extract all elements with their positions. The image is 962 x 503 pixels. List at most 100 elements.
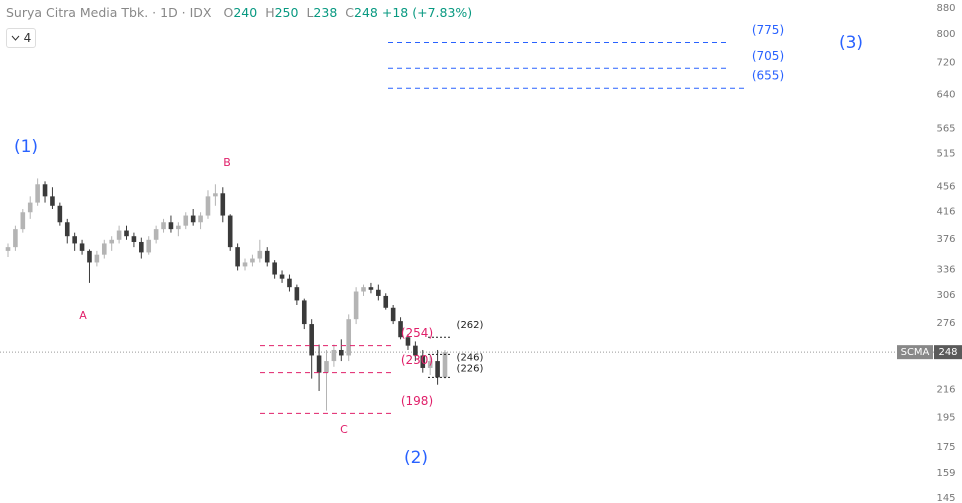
candle-body (353, 291, 359, 320)
candle-body (376, 289, 381, 296)
candle-body (301, 300, 307, 325)
candle-body (190, 215, 196, 223)
level-label: (226) (457, 363, 484, 374)
level-label: (254) (401, 326, 433, 340)
y-tick-label: 800 (936, 29, 955, 40)
y-tick-label: 640 (936, 90, 955, 101)
candle-body (420, 355, 426, 368)
y-tick-label: 880 (936, 3, 955, 14)
candle-body (5, 247, 11, 251)
candle-body (50, 196, 55, 206)
level-label: (705) (752, 49, 784, 63)
candle-body (324, 361, 329, 373)
symbol-tag-bg (897, 345, 933, 360)
candle-body (42, 184, 48, 197)
ohlc-fields: O240 H250 L238 C248 (215, 5, 377, 20)
field-value: 248 (354, 5, 378, 20)
y-tick-label: 720 (936, 58, 955, 69)
field-value: 238 (313, 5, 338, 20)
candle-body (442, 352, 448, 378)
symbol-tag: SCMA (901, 347, 930, 358)
y-tick-label: 306 (936, 290, 955, 301)
candle-body (198, 215, 203, 223)
y-tick-label: 145 (936, 493, 955, 503)
candle-body (279, 274, 285, 279)
level-label: (246) (457, 352, 484, 363)
candle-body (168, 222, 174, 230)
y-tick-label: 416 (936, 207, 955, 218)
change: +18 (+7.83%) (381, 5, 473, 20)
candle-body (339, 349, 344, 356)
candle-body (109, 239, 114, 244)
interval: 1D (160, 5, 178, 20)
wave-label: (3) (839, 33, 863, 53)
level-label: (230) (401, 353, 433, 367)
header: Surya Citra Media Tbk. · 1D · IDX O240 H2… (6, 5, 473, 20)
candle-body (331, 349, 337, 362)
y-tick-label: 376 (936, 234, 955, 245)
level-label: (655) (752, 69, 784, 83)
indicator-count: 4 (23, 31, 32, 45)
candle-body (294, 287, 300, 301)
candle-body (124, 230, 129, 237)
price-tag: 248 (938, 347, 957, 358)
chevron-icon (11, 35, 20, 41)
candle-body (427, 361, 433, 368)
candle-body (176, 225, 181, 230)
level-label: (198) (401, 394, 433, 408)
y-tick-label: 195 (936, 412, 955, 423)
indicator-toggle[interactable]: 4 (6, 28, 36, 48)
field-value: 250 (274, 5, 299, 20)
candle-body (383, 295, 389, 308)
candle-body (227, 215, 233, 248)
y-tick-label: 336 (936, 265, 955, 276)
candle-body (20, 212, 26, 230)
candle-body (390, 307, 396, 322)
candle-body (146, 239, 152, 253)
y-tick-label: 565 (936, 123, 955, 134)
candle-body (361, 287, 366, 292)
candle-body (116, 230, 122, 240)
candle-body (272, 262, 277, 275)
candle-body (316, 355, 322, 373)
candle-body (13, 229, 18, 248)
candle-body (235, 247, 240, 267)
candle-body (435, 361, 440, 378)
candle-body (264, 250, 270, 263)
price-tag-bg (934, 345, 962, 360)
candle-body (398, 321, 403, 338)
candle-body (213, 193, 218, 197)
candle-body (57, 205, 63, 223)
y-tick-label: 216 (936, 385, 955, 396)
y-tick-label: 159 (936, 468, 955, 479)
candle-body (413, 345, 418, 356)
field-key: O (223, 5, 234, 20)
y-tick-label: 276 (936, 318, 955, 329)
candle-body (101, 243, 107, 255)
candle-body (27, 202, 33, 213)
level-label: (262) (457, 320, 484, 331)
exchange: IDX (189, 5, 212, 20)
candle-body (287, 278, 292, 288)
field-key: C (345, 5, 355, 20)
y-tick-label: 456 (936, 182, 955, 193)
candle-body (161, 222, 166, 230)
candle-body (257, 250, 263, 259)
candle-body (405, 337, 411, 346)
wave-label: (1) (14, 137, 38, 157)
candle-body (79, 243, 85, 251)
candle-body (64, 222, 70, 237)
candle-body (309, 324, 314, 356)
candle-body (346, 319, 352, 356)
wave-label: A (79, 309, 87, 322)
level-label: (775) (752, 23, 784, 37)
candle-body (131, 236, 137, 242)
candle-body (35, 184, 40, 203)
candle-body (368, 287, 374, 290)
candle-body (242, 262, 248, 267)
y-tick-label: 515 (936, 149, 955, 160)
candle-body (220, 193, 226, 216)
wave-label: B (223, 156, 231, 169)
